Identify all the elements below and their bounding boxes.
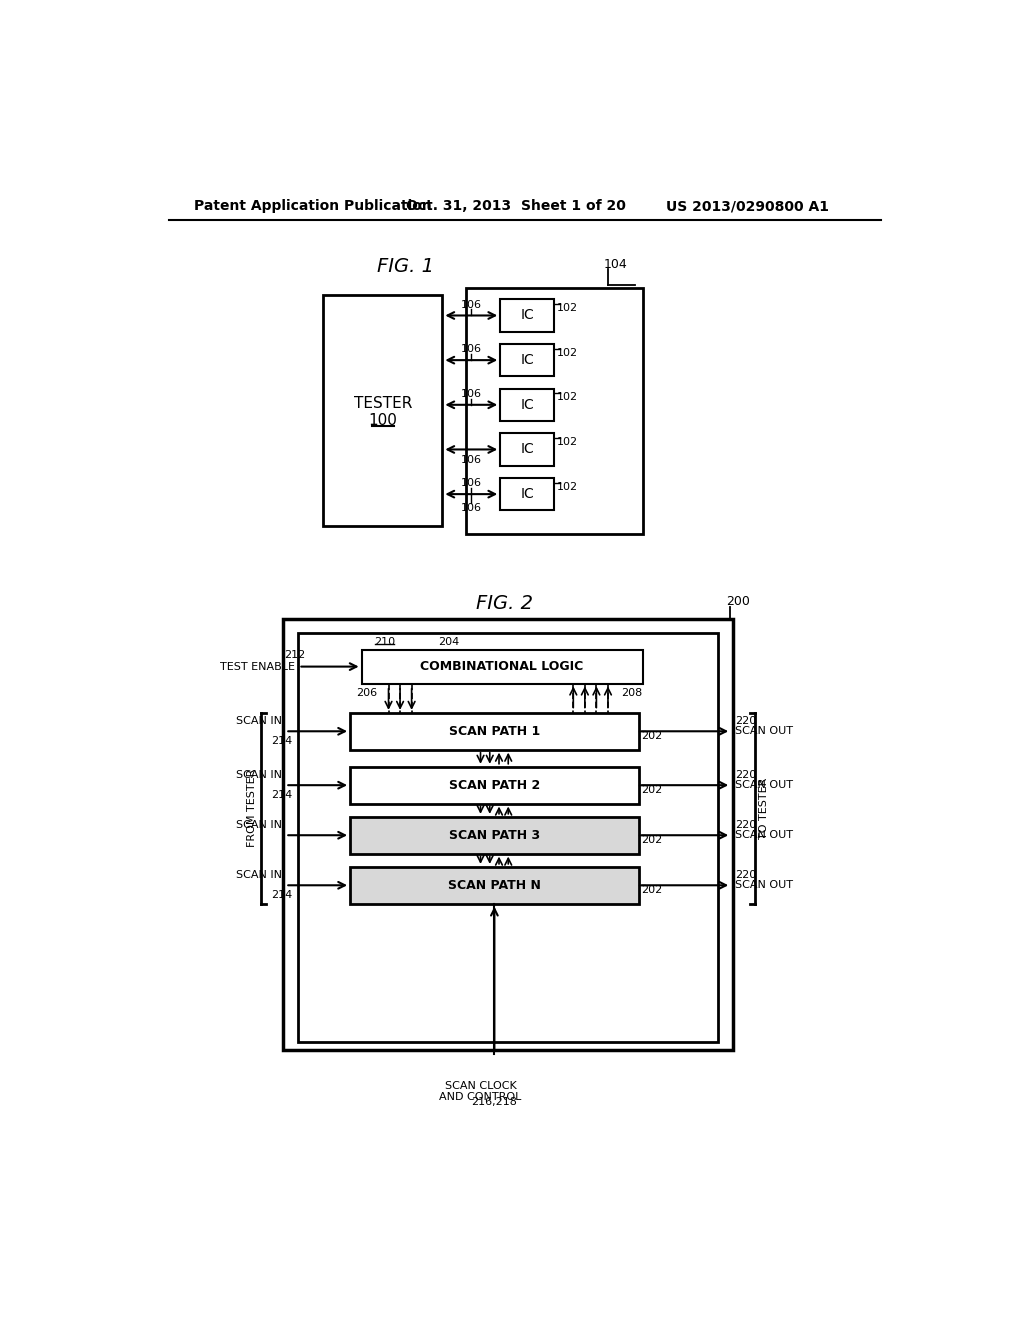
- Text: SCAN PATH 3: SCAN PATH 3: [449, 829, 540, 842]
- Text: 106: 106: [461, 503, 481, 513]
- Text: SCAN OUT: SCAN OUT: [735, 726, 793, 737]
- Text: IC: IC: [520, 442, 534, 457]
- Bar: [283, 619, 733, 1051]
- Bar: [323, 296, 442, 527]
- Text: SCAN CLOCK
AND CONTROL: SCAN CLOCK AND CONTROL: [439, 1081, 521, 1102]
- Text: 102: 102: [557, 392, 579, 403]
- Text: 102: 102: [557, 304, 579, 313]
- Text: SCAN OUT: SCAN OUT: [735, 880, 793, 890]
- Text: 200: 200: [726, 594, 750, 607]
- Text: 202: 202: [641, 884, 663, 895]
- Text: SCAN IN: SCAN IN: [237, 870, 283, 880]
- Text: 214: 214: [271, 737, 293, 746]
- Text: IC: IC: [520, 309, 534, 322]
- Bar: [500, 433, 554, 466]
- Text: Sheet 1 of 20: Sheet 1 of 20: [521, 199, 626, 213]
- Text: 214: 214: [271, 890, 293, 900]
- Text: 220: 220: [735, 820, 757, 830]
- Text: SCAN OUT: SCAN OUT: [735, 780, 793, 791]
- Text: 106: 106: [461, 478, 481, 488]
- Text: 220: 220: [735, 770, 757, 780]
- Text: SCAN PATH 1: SCAN PATH 1: [449, 725, 540, 738]
- Text: 106: 106: [461, 345, 481, 354]
- Text: 208: 208: [621, 688, 642, 698]
- Bar: [500, 388, 554, 421]
- Text: 202: 202: [641, 785, 663, 795]
- Text: US 2013/0290800 A1: US 2013/0290800 A1: [666, 199, 828, 213]
- Text: IC: IC: [520, 354, 534, 367]
- Bar: [350, 713, 639, 750]
- Text: SCAN IN: SCAN IN: [237, 770, 283, 780]
- Text: 104: 104: [604, 259, 628, 271]
- Bar: [350, 867, 639, 904]
- Text: 206: 206: [355, 688, 377, 698]
- Text: IC: IC: [520, 487, 534, 502]
- Text: 100: 100: [369, 413, 397, 428]
- Text: 216,218: 216,218: [471, 1097, 517, 1107]
- Text: TEST ENABLE: TEST ENABLE: [219, 661, 295, 672]
- Bar: [500, 478, 554, 511]
- Text: TO TESTER: TO TESTER: [759, 777, 769, 840]
- Text: 202: 202: [641, 731, 663, 741]
- Bar: [350, 767, 639, 804]
- Text: 106: 106: [461, 300, 481, 310]
- Text: SCAN IN: SCAN IN: [237, 820, 283, 830]
- Bar: [500, 345, 554, 376]
- Text: TESTER: TESTER: [353, 396, 412, 411]
- Text: 102: 102: [557, 348, 579, 358]
- Text: SCAN PATH 2: SCAN PATH 2: [449, 779, 540, 792]
- Text: FIG. 2: FIG. 2: [475, 594, 532, 612]
- Text: Patent Application Publication: Patent Application Publication: [194, 199, 431, 213]
- Text: 214: 214: [271, 791, 293, 800]
- Text: 220: 220: [735, 870, 757, 880]
- Text: 106: 106: [461, 389, 481, 399]
- Text: 202: 202: [641, 834, 663, 845]
- Text: Oct. 31, 2013: Oct. 31, 2013: [407, 199, 511, 213]
- Bar: [361, 649, 643, 684]
- Text: 102: 102: [557, 482, 579, 492]
- Text: SCAN PATH N: SCAN PATH N: [447, 879, 541, 892]
- Text: FROM TESTER: FROM TESTER: [247, 770, 257, 847]
- Text: IC: IC: [520, 397, 534, 412]
- Text: 106: 106: [461, 455, 481, 465]
- Text: 212: 212: [284, 649, 305, 660]
- Text: 102: 102: [557, 437, 579, 447]
- Text: SCAN IN: SCAN IN: [237, 717, 283, 726]
- Text: FIG. 1: FIG. 1: [377, 256, 434, 276]
- Text: 204: 204: [438, 638, 460, 647]
- Text: 210: 210: [374, 638, 395, 647]
- Text: 220: 220: [735, 717, 757, 726]
- Bar: [500, 300, 554, 331]
- Bar: [298, 634, 718, 1041]
- Text: SCAN OUT: SCAN OUT: [735, 830, 793, 841]
- Bar: [350, 817, 639, 854]
- Bar: [466, 288, 643, 535]
- Text: COMBINATIONAL LOGIC: COMBINATIONAL LOGIC: [421, 660, 584, 673]
